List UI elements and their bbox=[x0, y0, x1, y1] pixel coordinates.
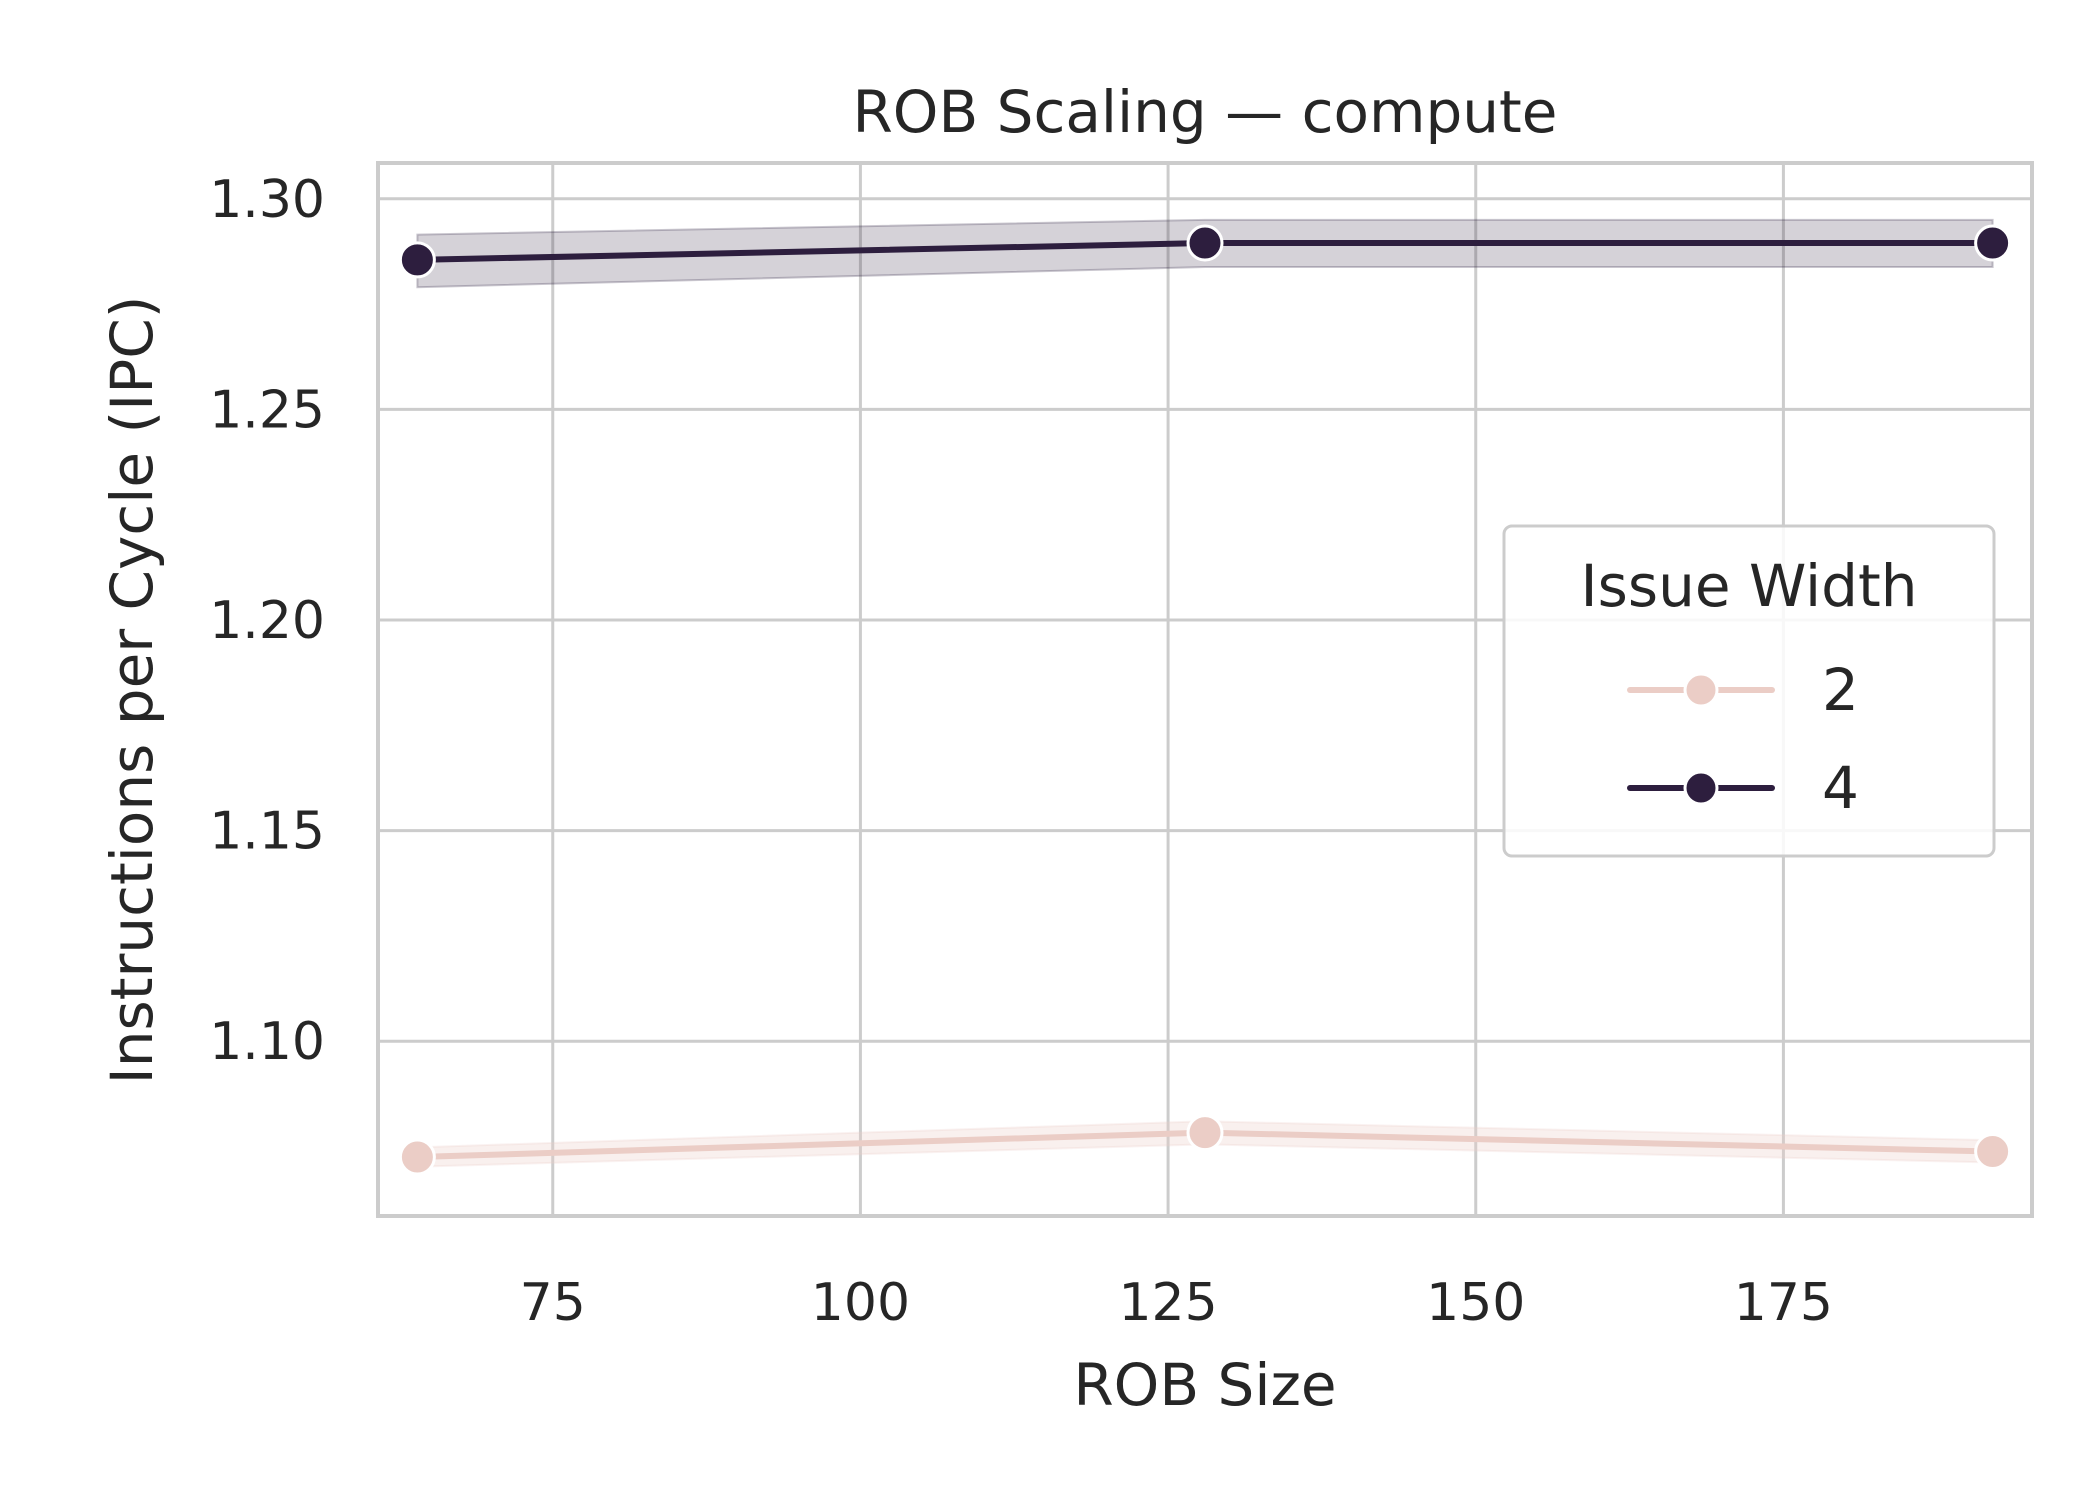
legend-title: Issue Width bbox=[1581, 552, 1918, 620]
data-point-2 bbox=[1974, 1133, 2012, 1171]
y-tick-label: 1.20 bbox=[209, 591, 325, 651]
y-tick-label: 1.25 bbox=[209, 380, 325, 440]
plot-frame bbox=[376, 161, 2034, 1218]
y-tick-label: 1.10 bbox=[209, 1012, 325, 1072]
y-tick-label: 1.30 bbox=[209, 170, 325, 230]
x-tick-label: 175 bbox=[1734, 1273, 1833, 1333]
legend-label-2: 2 bbox=[1822, 656, 1859, 724]
series-points bbox=[398, 224, 2012, 1176]
legend-entries: 24 bbox=[1627, 656, 1859, 822]
y-axis-label: Instructions per Cycle (IPC) bbox=[98, 296, 166, 1085]
chart-title: ROB Scaling — compute bbox=[853, 78, 1558, 146]
legend: Issue Width 24 bbox=[1502, 524, 1996, 858]
data-point-4 bbox=[1974, 224, 2012, 262]
y-tick-label: 1.15 bbox=[209, 802, 325, 862]
x-axis-label: ROB Size bbox=[1073, 1351, 1336, 1419]
legend-marker-4 bbox=[1683, 770, 1719, 806]
legend-label-4: 4 bbox=[1822, 754, 1859, 822]
data-point-4 bbox=[1186, 224, 1224, 262]
legend-marker-2 bbox=[1683, 672, 1719, 708]
data-point-4 bbox=[398, 241, 436, 279]
x-tick-label: 75 bbox=[520, 1273, 586, 1333]
x-tick-label: 150 bbox=[1426, 1273, 1525, 1333]
x-tick-label: 125 bbox=[1118, 1273, 1217, 1333]
data-point-2 bbox=[398, 1138, 436, 1176]
data-point-2 bbox=[1186, 1114, 1224, 1152]
y-tick-labels: 1.10 1.15 1.20 1.25 1.30 bbox=[209, 170, 325, 1072]
x-tick-labels: 75 100 125 150 175 bbox=[520, 1273, 1833, 1333]
x-tick-label: 100 bbox=[811, 1273, 910, 1333]
